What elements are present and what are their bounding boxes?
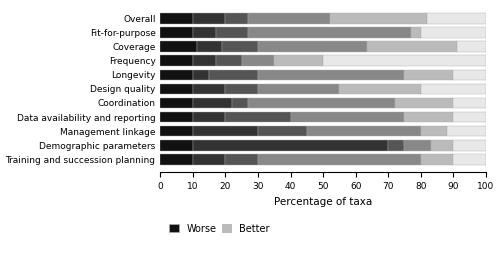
Bar (430, 140, 454, 151)
Bar (160, 140, 193, 151)
Bar (447, 126, 486, 136)
Bar (427, 13, 486, 24)
Bar (454, 98, 486, 108)
Legend: Worse, Better: Worse, Better (166, 220, 274, 237)
Bar (196, 41, 222, 52)
Bar (193, 27, 216, 38)
Bar (160, 112, 193, 122)
Bar (454, 140, 486, 151)
Bar (420, 126, 447, 136)
Bar (216, 27, 248, 38)
Bar (404, 140, 430, 151)
Bar (454, 112, 486, 122)
Bar (193, 84, 226, 94)
Bar (454, 70, 486, 80)
Bar (258, 154, 420, 165)
Bar (420, 84, 486, 94)
Bar (160, 98, 193, 108)
Bar (216, 55, 242, 66)
Bar (290, 112, 405, 122)
Bar (248, 98, 394, 108)
Bar (193, 13, 226, 24)
Bar (160, 70, 193, 80)
X-axis label: Percentage of taxa: Percentage of taxa (274, 197, 372, 206)
Bar (366, 41, 457, 52)
Bar (420, 27, 486, 38)
Bar (193, 112, 226, 122)
Bar (226, 13, 248, 24)
Bar (242, 55, 274, 66)
Bar (454, 154, 486, 165)
Bar (274, 55, 323, 66)
Bar (457, 41, 486, 52)
Bar (258, 41, 366, 52)
Bar (160, 27, 193, 38)
Bar (226, 112, 290, 122)
Bar (388, 140, 404, 151)
Bar (226, 154, 258, 165)
Bar (404, 70, 454, 80)
Bar (193, 140, 388, 151)
Bar (248, 13, 330, 24)
Bar (160, 154, 193, 165)
Bar (258, 126, 307, 136)
Bar (160, 41, 196, 52)
Bar (307, 126, 420, 136)
Bar (330, 13, 427, 24)
Bar (193, 154, 226, 165)
Bar (160, 55, 193, 66)
Bar (394, 98, 454, 108)
Bar (193, 126, 258, 136)
Bar (248, 27, 411, 38)
Bar (160, 13, 193, 24)
Bar (226, 84, 258, 94)
Bar (411, 27, 420, 38)
Bar (160, 126, 193, 136)
Bar (193, 70, 209, 80)
Bar (209, 70, 258, 80)
Bar (340, 84, 420, 94)
Bar (193, 55, 216, 66)
Bar (222, 41, 258, 52)
Bar (232, 98, 248, 108)
Bar (193, 98, 232, 108)
Bar (323, 55, 486, 66)
Bar (258, 70, 404, 80)
Bar (404, 112, 454, 122)
Bar (160, 84, 193, 94)
Bar (420, 154, 454, 165)
Bar (258, 84, 340, 94)
